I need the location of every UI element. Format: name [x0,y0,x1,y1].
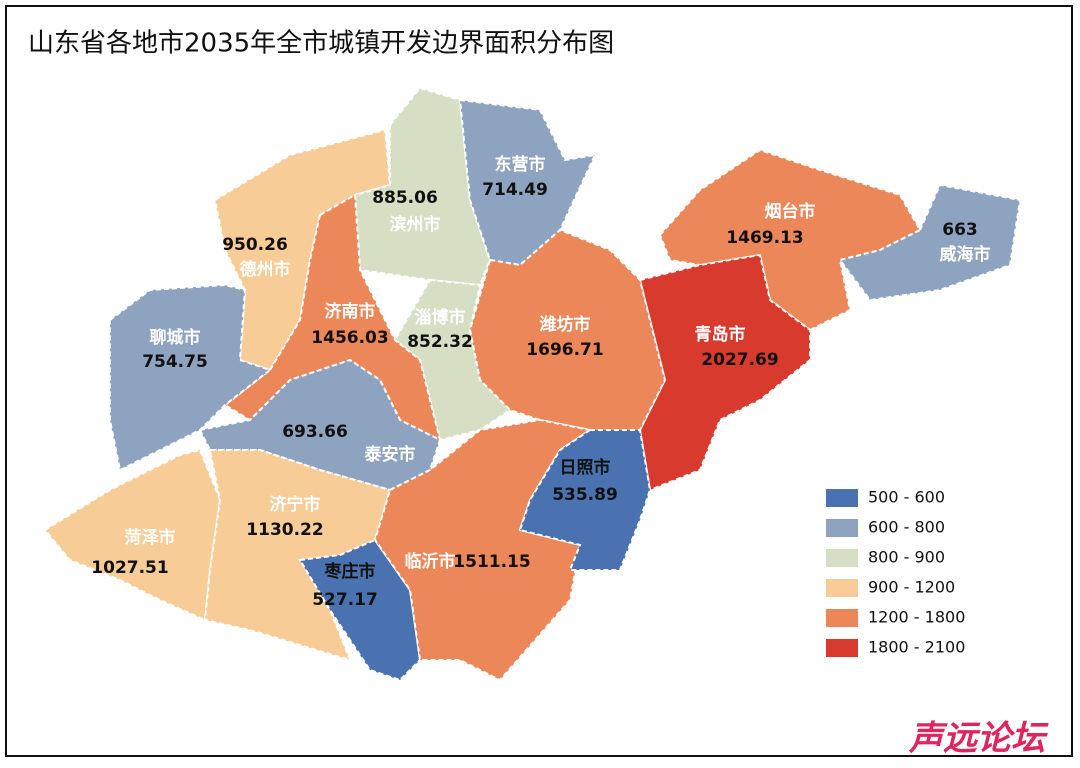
region-name: 德州市 [240,259,291,280]
region-name: 东营市 [495,154,546,175]
region-name: 枣庄市 [324,561,376,582]
region-value: 950.26 [222,235,288,255]
legend-swatch [826,519,858,537]
legend-label: 600 - 800 [868,518,945,537]
region-name: 烟台市 [765,201,816,222]
region-name: 泰安市 [365,444,416,465]
region-name: 淄博市 [415,307,466,328]
region-value: 852.32 [407,332,473,352]
legend-swatch [826,639,858,657]
region-value: 1696.71 [526,340,603,360]
region-name: 威海市 [940,244,991,265]
region-value: 527.17 [312,590,378,610]
region-name: 滨州市 [390,214,441,235]
region-value: 693.66 [282,422,348,442]
region-value: 1130.22 [246,520,323,540]
region-value: 754.75 [142,352,208,372]
region-name: 潍坊市 [540,314,591,335]
legend: 500 - 600 600 - 800 800 - 900 900 - 1200 120… [826,488,965,657]
region [109,283,273,472]
legend-label: 500 - 600 [868,488,945,507]
watermark-logo: 声远论坛 [908,719,1049,759]
region-value: 1456.03 [311,328,388,348]
legend-label: 800 - 900 [868,548,945,567]
title: 山东省各地市2035年全市城镇开发边界面积分布图 [28,29,614,59]
region [518,429,652,571]
legend-swatch [826,549,858,567]
region-value: 1027.51 [91,558,168,578]
region [658,148,922,332]
legend-swatch [826,609,858,627]
region-value: 714.49 [482,180,548,200]
regions [43,86,1022,682]
legend-swatch [826,489,858,507]
region-name: 菏泽市 [125,527,176,548]
region [838,183,1022,302]
legend-label: 900 - 1200 [868,578,955,597]
region-name: 济宁市 [270,494,321,515]
region-name: 聊城市 [150,327,201,348]
region-value: 2027.69 [701,350,778,370]
labels: 德州市 950.26 滨州市 885.06 东营市 714.49 烟台市 1469.13 威海市… [91,154,990,610]
region-name: 临沂市 [405,551,456,572]
region-name: 日照市 [560,457,611,478]
legend-label: 1800 - 2100 [868,638,965,657]
region-value: 1511.15 [453,552,530,572]
region-value: 535.89 [552,485,618,505]
region [223,193,442,442]
region-value: 663 [942,220,978,240]
region-value: 1469.13 [726,228,803,248]
legend-label: 1200 - 1800 [868,608,965,627]
legend-swatch [826,579,858,597]
region [638,253,811,492]
region-name: 青岛市 [695,324,746,345]
region-value: 885.06 [372,188,438,208]
region-name: 济南市 [325,301,376,322]
